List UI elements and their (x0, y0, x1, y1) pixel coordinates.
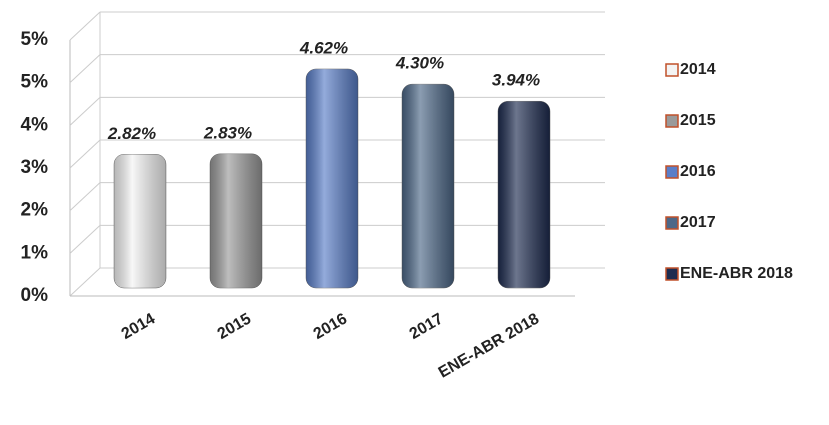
y-tick-label: 3% (21, 157, 49, 178)
x-tick-label: ENE-ABR 2018 (436, 310, 542, 381)
legend-label: 2016 (680, 163, 716, 180)
bar-shine (306, 68, 358, 288)
y-tick-label: 1% (21, 242, 49, 263)
grid-line-side (69, 139, 101, 169)
legend-label: 2017 (680, 214, 716, 231)
legend-swatch (665, 216, 679, 230)
data-label: 4.62% (299, 38, 348, 57)
data-label: 3.94% (492, 71, 540, 90)
grid-line-side (69, 267, 101, 297)
x-tick-label: 2017 (407, 310, 446, 343)
y-tick-label: 2% (21, 200, 49, 221)
data-label: 4.30% (395, 54, 444, 73)
x-tick-label: 2015 (215, 310, 254, 343)
legend-label: ENE-ABR 2018 (680, 265, 793, 282)
y-tick-label: 4% (21, 114, 49, 135)
grid-line-side (69, 182, 101, 212)
legend-swatch (665, 63, 679, 77)
y-tick-label: 5% (21, 29, 49, 50)
legend-swatch (665, 114, 679, 128)
y-tick-label: 0% (21, 285, 49, 306)
grid-line-side (69, 96, 101, 126)
legend-label: 2015 (680, 112, 716, 129)
bar-shine (498, 101, 550, 288)
bar-shine (402, 84, 454, 288)
x-tick-label: 2014 (119, 310, 158, 343)
bar-shine (114, 154, 166, 288)
grid-line-side (69, 224, 101, 254)
y-tick-label: 5% (21, 72, 49, 93)
legend-swatch (665, 165, 679, 179)
data-label: 2.83% (203, 123, 252, 142)
data-label: 2.82% (107, 124, 156, 143)
x-tick-label: 2016 (311, 310, 350, 343)
bar-shine (210, 153, 262, 288)
legend-swatch (665, 267, 679, 281)
grid-line-side (69, 11, 101, 41)
grid-line-side (69, 54, 101, 84)
legend-label: 2014 (680, 61, 716, 78)
